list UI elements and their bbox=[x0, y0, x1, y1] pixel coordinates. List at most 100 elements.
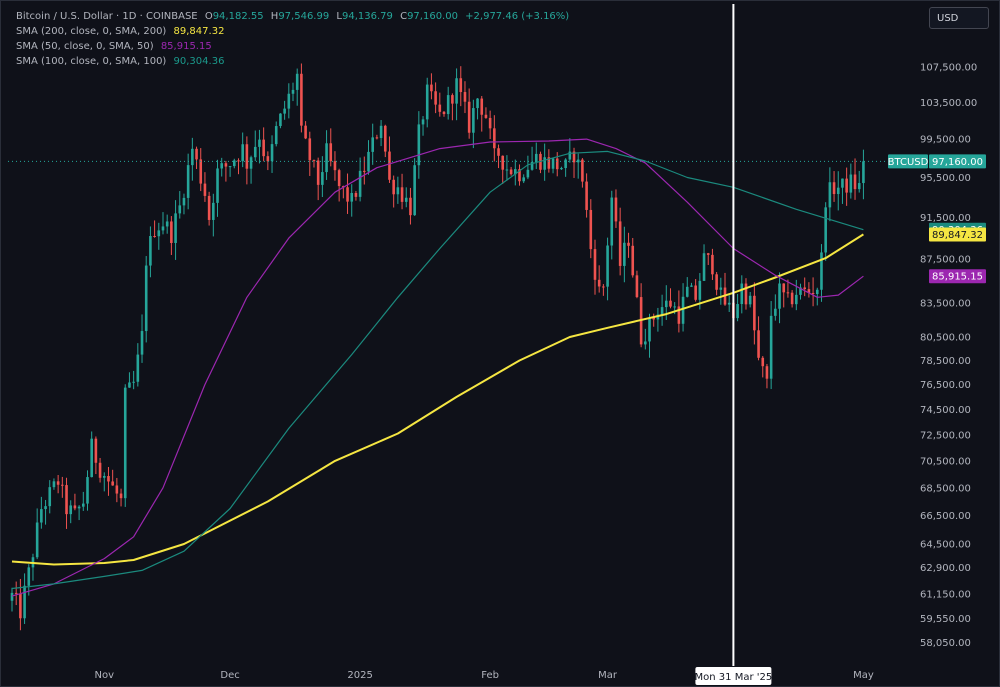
candle-body bbox=[593, 249, 597, 280]
candle-body bbox=[430, 84, 433, 92]
sma100-line[interactable] bbox=[11, 150, 864, 590]
candle-body bbox=[392, 179, 395, 195]
candle bbox=[237, 158, 240, 175]
sma50-tag-text: 85,915.15 bbox=[932, 272, 983, 283]
candle-body bbox=[203, 183, 207, 196]
candle bbox=[757, 316, 760, 361]
candle bbox=[253, 130, 257, 162]
candle-body bbox=[828, 182, 832, 208]
candle-body bbox=[363, 170, 366, 172]
candle bbox=[220, 157, 224, 177]
candle-body bbox=[660, 307, 664, 315]
candle-body bbox=[614, 197, 618, 222]
price-tick-label: 95,500.00 bbox=[920, 173, 971, 184]
candle-body bbox=[413, 165, 416, 216]
candle bbox=[241, 132, 244, 168]
price-axis[interactable]: 107,500.00 103,500.00 99,500.00 95,500.00 91… bbox=[920, 62, 977, 648]
currency-button[interactable]: USD bbox=[929, 7, 989, 29]
candle bbox=[451, 93, 454, 121]
candle bbox=[182, 193, 186, 215]
candle bbox=[656, 307, 660, 332]
sma200-line[interactable] bbox=[11, 233, 864, 566]
candle bbox=[774, 294, 777, 321]
candle bbox=[551, 158, 555, 174]
candle-body bbox=[581, 159, 584, 182]
candle-body bbox=[82, 503, 85, 507]
candle bbox=[560, 166, 563, 170]
candle bbox=[308, 131, 312, 176]
candle-body bbox=[480, 98, 484, 115]
candle bbox=[123, 384, 127, 507]
candle bbox=[644, 328, 647, 350]
candle-body bbox=[182, 197, 186, 206]
price-tick-label: 107,500.00 bbox=[920, 62, 977, 73]
candle bbox=[484, 107, 488, 119]
candle bbox=[744, 278, 748, 310]
candle-body bbox=[560, 168, 563, 170]
legend-sma50-row[interactable]: SMA (50, close, 0, SMA, 50) 85,915.15 bbox=[16, 39, 569, 54]
candle bbox=[795, 279, 798, 311]
candle bbox=[463, 81, 467, 114]
candle bbox=[564, 158, 567, 177]
candle bbox=[820, 244, 823, 302]
candle-body bbox=[446, 95, 450, 115]
sma100-label: SMA (100, close, 0, SMA, 100) bbox=[16, 56, 167, 67]
candle-body bbox=[757, 330, 760, 358]
price-tags: BTCUSD97,160.0090,304.3689,847.3285,915.… bbox=[888, 154, 986, 284]
ohlc-low: 94,136.79 bbox=[341, 11, 393, 22]
candle bbox=[753, 282, 756, 345]
candle bbox=[631, 237, 635, 278]
candle bbox=[228, 165, 232, 177]
candle-body bbox=[174, 213, 177, 243]
candle bbox=[178, 191, 182, 219]
candle bbox=[337, 168, 341, 202]
time-tick-label: Dec bbox=[220, 670, 239, 681]
symbol-title[interactable]: Bitcoin / U.S. Dollar · 1D · COINBASE bbox=[16, 11, 198, 22]
candle-body bbox=[266, 156, 270, 162]
price-tick-label: 74,500.00 bbox=[920, 405, 971, 416]
candle-body bbox=[123, 387, 127, 499]
candle bbox=[270, 135, 274, 173]
candle-body bbox=[136, 354, 140, 382]
candle bbox=[677, 290, 681, 333]
candle bbox=[375, 134, 379, 140]
candle-body bbox=[669, 300, 672, 307]
candle bbox=[102, 472, 106, 492]
candle bbox=[425, 77, 429, 128]
candle-body bbox=[681, 296, 685, 324]
sma50-tag: 85,915.15 bbox=[929, 269, 986, 284]
sma50-line[interactable] bbox=[11, 138, 864, 597]
time-tick-label: Mar bbox=[598, 670, 618, 681]
candle bbox=[144, 256, 148, 343]
candle-body bbox=[627, 242, 630, 246]
candle-body bbox=[786, 292, 790, 294]
candle-body bbox=[178, 205, 182, 214]
candle bbox=[685, 277, 689, 298]
candle-body bbox=[115, 485, 119, 494]
candle-body bbox=[455, 78, 458, 104]
candle-body bbox=[623, 242, 626, 266]
time-axis[interactable]: Nov Dec 2025 Feb Mar May Mon 31 Mar '25 bbox=[95, 667, 874, 685]
candle-body bbox=[279, 113, 282, 127]
candle bbox=[790, 290, 794, 308]
candle-body bbox=[505, 169, 509, 171]
candle bbox=[862, 149, 865, 200]
candle-body bbox=[157, 230, 161, 237]
candle-body bbox=[94, 438, 98, 463]
last-price-tag: 97,160.00 bbox=[929, 154, 986, 169]
candle bbox=[723, 272, 727, 306]
legend-sma100-row[interactable]: SMA (100, close, 0, SMA, 100) 90,304.36 bbox=[16, 54, 569, 69]
candle bbox=[488, 110, 492, 139]
last-price-tag-bg bbox=[929, 154, 986, 169]
candle bbox=[476, 98, 479, 120]
candle-body bbox=[753, 295, 756, 331]
candle bbox=[706, 252, 710, 265]
candle-body bbox=[740, 283, 744, 305]
candle bbox=[669, 288, 672, 309]
candle-body bbox=[690, 285, 693, 287]
candle-body bbox=[325, 143, 328, 173]
legend-sma200-row[interactable]: SMA (200, close, 0, SMA, 200) 89,847.32 bbox=[16, 24, 569, 39]
candle-body bbox=[476, 98, 479, 109]
price-tick-label: 78,500.00 bbox=[920, 356, 971, 367]
